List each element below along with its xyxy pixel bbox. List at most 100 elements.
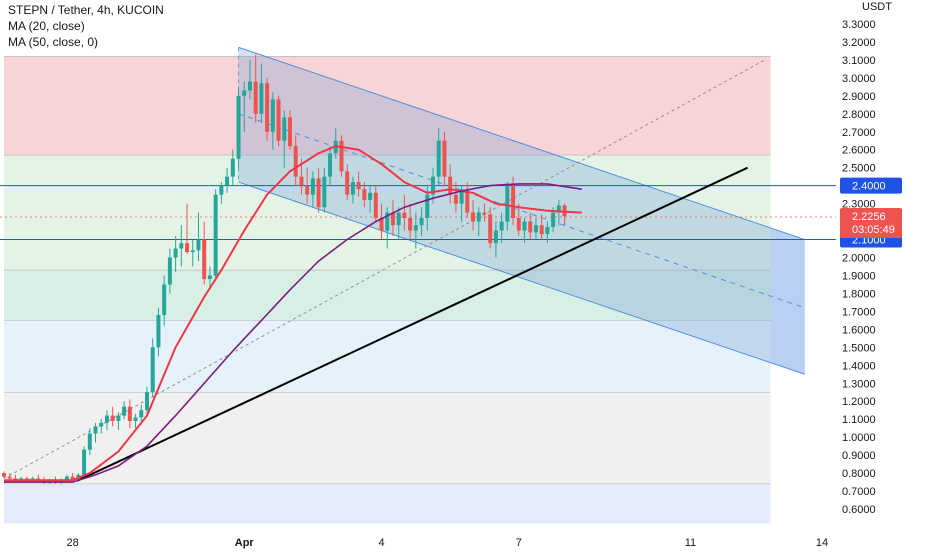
candle: [362, 182, 367, 208]
fib-zone-5: [4, 483, 771, 524]
fib-zone-2: [4, 270, 771, 321]
ma20-line: [4, 145, 582, 482]
candle-body: [288, 117, 292, 147]
candle-body: [522, 221, 527, 231]
candle: [476, 207, 481, 236]
candle: [7, 473, 12, 481]
ma50-line: [4, 183, 582, 483]
price-tick-label: 2.6000: [842, 145, 876, 157]
ma50-legend[interactable]: MA (50, close, 0): [8, 35, 99, 49]
candle: [310, 171, 315, 208]
channel-lower-line[interactable]: [238, 181, 805, 375]
candle-body: [396, 212, 401, 226]
price-tick-label: 1.1000: [842, 414, 876, 426]
candle-body: [482, 212, 487, 215]
candle: [82, 446, 87, 477]
candle-body: [476, 212, 481, 222]
symbol-title[interactable]: STEPN / Tether, 4h, KUCOIN: [8, 3, 164, 17]
candle-body: [190, 250, 195, 253]
candle-body: [339, 140, 344, 172]
time-tick-label: 11: [685, 537, 696, 549]
candle-body: [350, 182, 355, 195]
candle-body: [110, 415, 115, 421]
price-tag-0[interactable]: [840, 177, 902, 194]
trendline[interactable]: [77, 166, 749, 482]
price-axis[interactable]: 0.6000 0.7000 0.8000 0.9000 1.0000 1.1000 1.20…: [840, 1, 902, 516]
price-tick-label: 3.3000: [842, 19, 876, 31]
candle: [99, 419, 104, 434]
candle-body: [156, 314, 161, 348]
candle-body: [305, 185, 310, 195]
candle: [488, 207, 493, 249]
candle: [482, 203, 487, 222]
candle-body: [259, 83, 264, 114]
candle-body: [362, 189, 367, 201]
candle-body: [453, 194, 458, 204]
candle-body: [533, 225, 538, 233]
last-price-tag[interactable]: [840, 207, 902, 238]
candle-body: [402, 212, 407, 218]
candle: [413, 212, 418, 249]
candle: [127, 399, 132, 429]
channel-fill[interactable]: [238, 47, 805, 375]
candle: [242, 81, 247, 132]
candle: [379, 203, 384, 240]
last-price-value: 2.2256: [852, 211, 886, 223]
candle-body: [213, 194, 218, 276]
currency-label[interactable]: USDT: [862, 1, 892, 13]
candle: [356, 171, 361, 197]
candle: [173, 235, 178, 272]
candle: [190, 239, 195, 267]
candle: [368, 185, 373, 213]
candle: [87, 428, 92, 456]
candle-body: [202, 239, 207, 280]
price-tick-label: 3.1000: [842, 55, 876, 67]
candle-body: [99, 422, 104, 427]
candle: [316, 167, 321, 213]
price-tick-label: 1.0000: [842, 432, 876, 444]
candle-body: [93, 426, 98, 434]
candle: [145, 386, 149, 416]
candle: [179, 225, 184, 267]
candle-body: [282, 117, 287, 141]
candle: [373, 185, 378, 222]
price-tick-label: 1.2000: [842, 396, 876, 408]
candle-body: [459, 189, 464, 204]
candle-body: [133, 417, 138, 421]
candle: [247, 59, 252, 100]
candle: [150, 338, 155, 398]
price-tick-label: 0.9000: [842, 450, 876, 462]
candle-body: [379, 217, 384, 231]
candle: [545, 221, 550, 244]
candle-body: [87, 433, 92, 450]
price-tick-label: 2.5000: [842, 163, 876, 175]
candle-body: [145, 392, 149, 411]
candle-body: [328, 153, 333, 177]
price-tick-label: 2.3000: [842, 199, 876, 211]
candle-body: [556, 205, 561, 213]
ma20-legend[interactable]: MA (20, close): [8, 19, 85, 33]
candle: [419, 207, 424, 236]
price-tag-label: 2.4000: [852, 181, 886, 193]
candle: [253, 54, 258, 123]
candle-body: [471, 212, 476, 222]
candle-body: [219, 185, 224, 195]
candle-body: [390, 212, 395, 226]
candle: [390, 200, 395, 236]
candle: [436, 128, 441, 186]
candle-body: [499, 221, 504, 231]
candle: [156, 307, 161, 357]
candle: [448, 164, 453, 204]
candle: [408, 203, 413, 240]
candle-body: [265, 83, 270, 132]
candle: [225, 167, 230, 193]
candle: [528, 212, 533, 240]
candle-body: [493, 230, 498, 244]
candle: [282, 110, 287, 168]
candle-body: [511, 185, 516, 218]
channel-upper-line[interactable]: [238, 46, 805, 241]
candle-body: [488, 214, 493, 244]
time-axis[interactable]: 28 Apr 4 7 11 14: [67, 537, 829, 549]
